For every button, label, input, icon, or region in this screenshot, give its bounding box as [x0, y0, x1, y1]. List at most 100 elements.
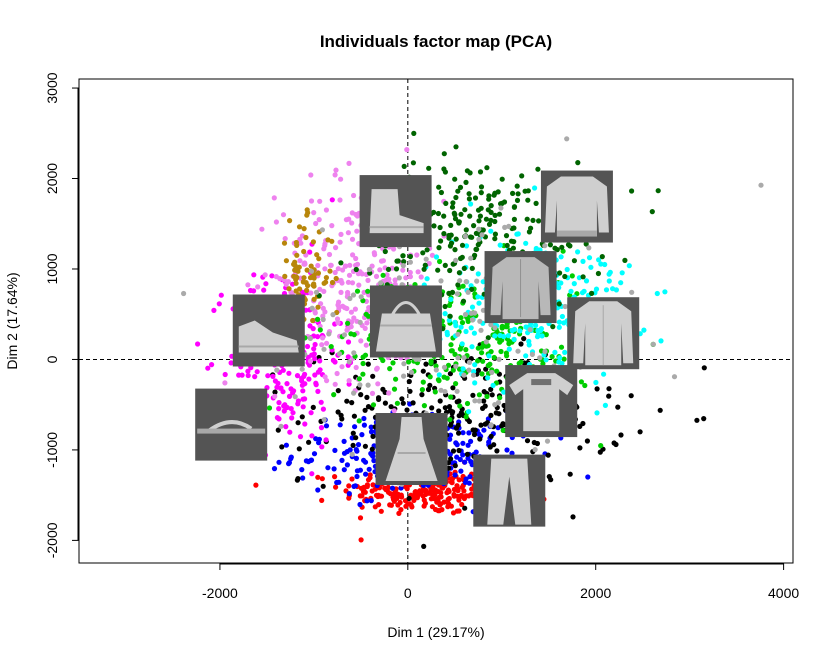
data-point — [465, 318, 471, 324]
data-point — [272, 389, 278, 395]
data-point — [222, 380, 228, 386]
data-point — [315, 304, 321, 310]
data-point — [467, 213, 473, 219]
data-point — [312, 372, 318, 378]
data-point — [452, 176, 458, 182]
data-point — [598, 261, 604, 267]
data-point — [360, 354, 366, 360]
data-point — [426, 165, 432, 171]
data-point — [505, 333, 511, 339]
data-point — [432, 389, 438, 395]
data-point — [281, 403, 287, 409]
data-point — [325, 465, 331, 471]
data-point — [450, 448, 457, 454]
data-point — [556, 324, 562, 330]
data-point — [501, 389, 507, 395]
data-point — [419, 387, 425, 393]
data-point — [341, 332, 348, 338]
data-point — [389, 485, 396, 491]
data-point — [447, 451, 453, 457]
data-point — [444, 375, 450, 381]
sandal-thumbnail — [195, 388, 268, 461]
data-point — [299, 467, 305, 473]
data-point — [442, 405, 448, 411]
data-point — [390, 360, 396, 366]
data-point — [459, 320, 466, 326]
data-point — [345, 339, 352, 345]
data-point — [262, 272, 268, 278]
data-point — [559, 313, 566, 320]
data-point — [354, 228, 360, 234]
data-point — [570, 514, 576, 520]
trouser-thumbnail — [473, 454, 546, 527]
data-point — [458, 493, 464, 499]
data-point — [469, 286, 475, 292]
data-point — [345, 354, 351, 360]
data-point — [445, 496, 451, 503]
data-point — [449, 348, 455, 354]
data-point — [522, 188, 528, 194]
data-point — [358, 338, 364, 344]
data-point — [324, 378, 330, 384]
data-point — [309, 352, 315, 358]
data-point — [468, 325, 474, 331]
data-point — [289, 415, 295, 421]
data-point — [423, 491, 429, 497]
data-point — [209, 362, 215, 368]
data-point — [236, 372, 242, 378]
data-point — [247, 287, 254, 294]
data-point — [426, 260, 432, 267]
data-point — [410, 160, 416, 166]
data-point — [346, 160, 352, 166]
data-point — [601, 371, 607, 377]
data-point — [318, 399, 324, 405]
data-point — [438, 494, 444, 500]
data-point — [449, 289, 456, 295]
data-point — [456, 430, 462, 436]
data-point — [329, 197, 335, 203]
data-point — [437, 224, 443, 231]
data-point — [365, 361, 371, 367]
data-point — [448, 422, 454, 428]
data-point — [464, 400, 471, 407]
data-point — [365, 382, 371, 388]
data-point — [502, 224, 508, 230]
data-point — [420, 379, 426, 385]
data-point — [501, 199, 508, 205]
data-point — [476, 236, 482, 242]
data-point — [483, 216, 489, 222]
data-point — [351, 483, 357, 489]
data-point — [293, 288, 299, 294]
data-point — [472, 427, 478, 433]
x-tick-label: 4000 — [768, 585, 799, 601]
data-point — [261, 287, 267, 293]
data-point — [658, 338, 664, 344]
data-point — [338, 289, 344, 295]
data-point — [463, 179, 469, 185]
data-point — [296, 224, 303, 230]
data-point — [396, 275, 402, 281]
data-point — [556, 359, 562, 365]
data-point — [571, 258, 578, 264]
data-point — [598, 443, 604, 449]
data-point — [315, 334, 321, 340]
data-point — [309, 433, 315, 439]
data-point — [282, 273, 288, 279]
data-point — [557, 355, 563, 361]
data-point — [448, 503, 454, 509]
data-point — [326, 331, 332, 337]
data-point — [266, 405, 273, 411]
data-point — [468, 255, 474, 261]
data-point — [514, 197, 521, 203]
data-point — [492, 325, 498, 331]
data-point — [358, 537, 364, 543]
data-point — [339, 457, 345, 463]
data-point — [294, 252, 300, 258]
data-point — [487, 444, 493, 450]
data-point — [463, 347, 469, 353]
data-point — [410, 400, 416, 406]
data-point — [352, 424, 358, 430]
data-point — [456, 477, 462, 483]
data-point — [359, 271, 365, 277]
data-point — [378, 508, 384, 514]
